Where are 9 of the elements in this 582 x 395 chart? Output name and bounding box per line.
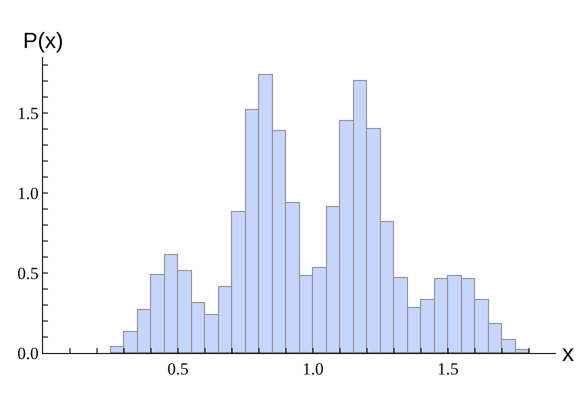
y-tick-label: 1.5 (17, 104, 39, 123)
x-tick-label: 1.0 (302, 359, 324, 378)
x-axis-title: x (562, 340, 574, 367)
y-tick-label: 1.0 (17, 184, 39, 203)
y-axis-title: P(x) (23, 28, 64, 53)
x-tick-label: 0.5 (167, 359, 189, 378)
x-tick-label: 1.5 (437, 359, 459, 378)
y-tick-label: 0.5 (17, 264, 39, 283)
y-tick-label: 0.0 (17, 344, 39, 363)
